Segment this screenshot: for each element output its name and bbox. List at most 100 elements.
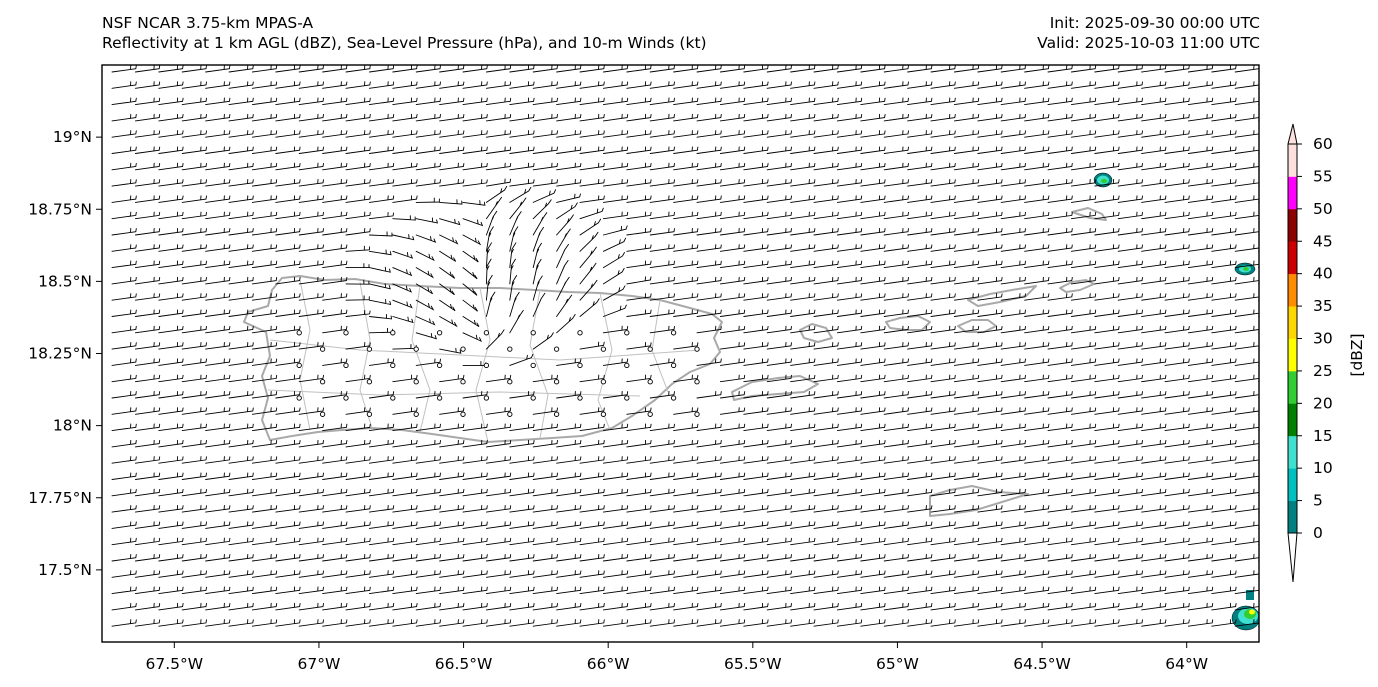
wind-barb <box>743 374 769 383</box>
wind-barb <box>1047 179 1073 187</box>
wind-barb <box>977 505 1003 513</box>
wind-barb <box>415 113 441 122</box>
wind-barb <box>368 162 395 171</box>
wind-barb <box>977 586 1003 595</box>
wind-barb <box>1234 390 1259 399</box>
wind-barb <box>790 570 816 578</box>
wind-barb <box>696 390 722 399</box>
wind-barb <box>158 570 184 578</box>
wind-barb <box>485 586 512 595</box>
wind-barb <box>1094 537 1120 546</box>
wind-barb <box>696 113 722 122</box>
wind-barb <box>626 81 652 89</box>
wind-barb <box>1211 602 1237 611</box>
calm-wind-marker <box>600 346 607 352</box>
wind-barb <box>1070 505 1097 513</box>
wind-barb <box>579 218 602 236</box>
wind-barb <box>930 325 956 334</box>
calm-wind-marker <box>647 379 653 385</box>
wind-barb <box>1211 390 1237 399</box>
wind-barb <box>1070 179 1097 187</box>
wind-barb <box>345 195 371 203</box>
wind-barb <box>134 211 161 220</box>
wind-barb <box>1024 342 1050 350</box>
wind-barb <box>485 146 512 154</box>
wind-barb <box>696 602 722 611</box>
wind-barb <box>1141 439 1167 448</box>
wind-barb <box>766 619 792 627</box>
wind-barb <box>673 146 699 154</box>
wind-barb <box>1094 456 1120 464</box>
calm-wind-marker <box>460 379 466 385</box>
wind-barb <box>1187 81 1214 89</box>
wind-barb <box>790 162 816 171</box>
wind-barb <box>275 602 301 611</box>
wind-barb <box>836 342 863 350</box>
wind-barb <box>1211 227 1237 236</box>
wind-barb <box>1094 407 1120 415</box>
wind-barb <box>134 227 161 236</box>
wind-barb <box>158 553 184 562</box>
wind-barb <box>883 211 909 220</box>
wind-barb <box>275 521 301 529</box>
calm-wind-marker <box>343 395 349 401</box>
colorbar-tick-label: 10 <box>1313 459 1333 477</box>
wind-barb <box>1187 113 1214 122</box>
wind-barb <box>813 276 839 285</box>
wind-barb <box>1047 423 1073 432</box>
y-axis: 19°N18.75°N18.5°N18.25°N18°N17.75°N17.5°… <box>28 128 102 579</box>
calm-wind-marker <box>577 362 583 369</box>
wind-barb <box>1094 342 1120 350</box>
wind-barb <box>111 260 137 269</box>
wind-barb <box>298 553 324 562</box>
wind-barb <box>907 162 933 171</box>
wind-barb <box>977 179 1003 187</box>
calm-wind-marker <box>319 346 326 352</box>
wind-barb <box>298 162 324 171</box>
wind-barb <box>158 130 184 138</box>
wind-barb <box>930 342 956 350</box>
wind-barb <box>1000 521 1026 529</box>
wind-barb <box>953 439 980 448</box>
wind-barb <box>602 162 629 171</box>
wind-barb <box>556 65 582 73</box>
wind-barb <box>1000 293 1026 301</box>
wind-barb <box>930 521 956 529</box>
wind-barb <box>158 358 184 366</box>
wind-barb <box>462 113 488 122</box>
wind-barb <box>1024 537 1050 546</box>
wind-barb <box>228 374 254 383</box>
wind-barb <box>790 619 816 627</box>
wind-barb <box>134 423 161 432</box>
wind-barb <box>1258 576 1259 578</box>
wind-barb <box>1164 390 1190 399</box>
wind-barb <box>134 65 161 73</box>
wind-barb <box>532 275 543 301</box>
wind-barb <box>439 218 461 226</box>
wind-barb <box>322 293 348 301</box>
wind-barb <box>1117 276 1143 285</box>
wind-barb <box>134 97 161 106</box>
wind-barb <box>1234 309 1259 317</box>
wind-barb <box>930 553 956 562</box>
wind-barb <box>1000 81 1026 89</box>
wind-barb <box>1047 211 1073 220</box>
wind-barb <box>860 521 886 529</box>
wind-barb <box>392 316 414 324</box>
wind-barb <box>1187 488 1214 497</box>
wind-barb <box>1141 505 1167 513</box>
wind-barb <box>836 325 863 334</box>
wind-barb <box>1024 244 1050 252</box>
wind-barb <box>953 162 980 171</box>
wind-barb <box>649 325 675 334</box>
wind-barb <box>649 521 675 529</box>
wind-barb <box>649 439 675 448</box>
wind-barb <box>626 309 652 317</box>
wind-barb <box>1141 407 1167 415</box>
wind-barb <box>1141 423 1167 432</box>
wind-barb <box>1258 250 1259 252</box>
wind-barb <box>1211 619 1237 627</box>
wind-barb <box>556 97 582 106</box>
wind-barb <box>158 81 184 89</box>
wind-barb <box>790 586 816 595</box>
